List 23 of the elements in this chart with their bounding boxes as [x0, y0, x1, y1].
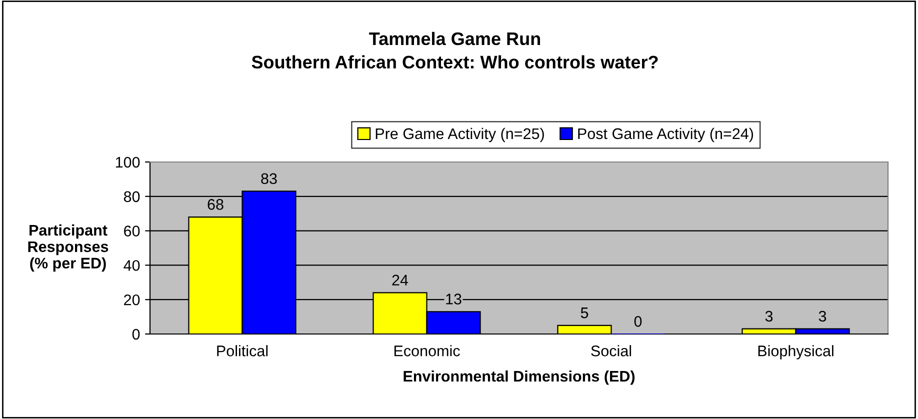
- x-tick-label: Biophysical: [758, 345, 834, 360]
- chart-title: Tammela Game Run Southern African Context: Who controls water?: [252, 32, 658, 69]
- data-label: 68: [208, 199, 224, 210]
- data-label: 83: [261, 173, 277, 184]
- x-tick-label: Political: [217, 345, 268, 356]
- y-tick-label: 40: [124, 260, 140, 271]
- data-label: 3: [818, 310, 826, 322]
- data-label: 5: [580, 308, 588, 318]
- y-tick-label: 80: [124, 191, 140, 202]
- data-label: 0: [634, 316, 642, 327]
- legend-label: Pre Game Activity (n=25): [376, 128, 544, 142]
- x-tick-label: Social: [591, 345, 632, 356]
- y-tick-label: 0: [132, 328, 140, 340]
- y-axis-title: Participant Responses (% per ED): [28, 224, 108, 272]
- y-tick-label: 60: [124, 226, 140, 236]
- data-label: 13: [446, 294, 462, 304]
- x-tick-label: Economic: [394, 345, 460, 356]
- x-axis-title: Environmental Dimensions (ED): [404, 370, 635, 385]
- data-label: 3: [765, 310, 773, 322]
- legend-label: Post Game Activity (n=24): [578, 128, 754, 142]
- y-tick-label: 20: [124, 294, 140, 306]
- data-label: 24: [392, 274, 408, 286]
- y-tick-label: 100: [116, 156, 140, 168]
